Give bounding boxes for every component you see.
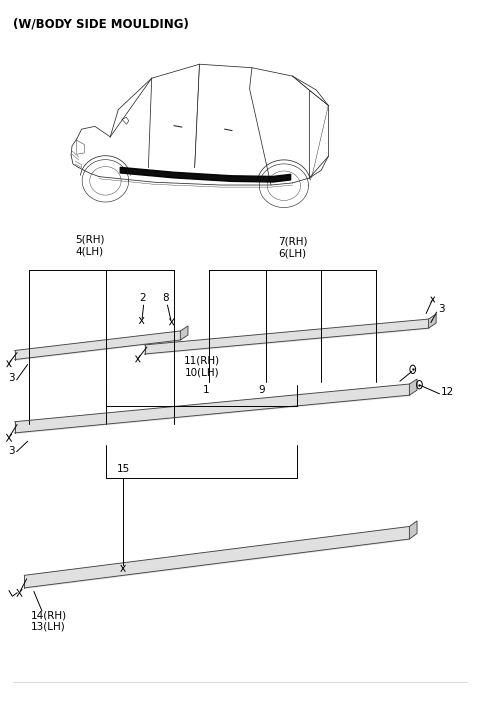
Polygon shape <box>429 314 436 328</box>
Text: 3: 3 <box>8 374 15 383</box>
Polygon shape <box>409 521 417 539</box>
Text: 15: 15 <box>117 464 130 474</box>
Text: 7(RH)
6(LH): 7(RH) 6(LH) <box>278 237 307 259</box>
Polygon shape <box>180 326 188 340</box>
Text: 1: 1 <box>204 386 210 395</box>
Text: 9: 9 <box>258 386 265 395</box>
Text: 3: 3 <box>8 446 15 456</box>
Text: 14(RH)
13(LH): 14(RH) 13(LH) <box>31 611 67 632</box>
Text: 3: 3 <box>438 304 444 313</box>
Text: 11(RH)
10(LH): 11(RH) 10(LH) <box>184 355 220 377</box>
Text: 8: 8 <box>163 293 169 303</box>
Text: 12: 12 <box>441 388 454 397</box>
Text: (W/BODY SIDE MOULDING): (W/BODY SIDE MOULDING) <box>13 18 189 30</box>
Text: 5(RH)
4(LH): 5(RH) 4(LH) <box>75 235 105 257</box>
Polygon shape <box>409 379 417 395</box>
Text: 2: 2 <box>139 293 145 303</box>
